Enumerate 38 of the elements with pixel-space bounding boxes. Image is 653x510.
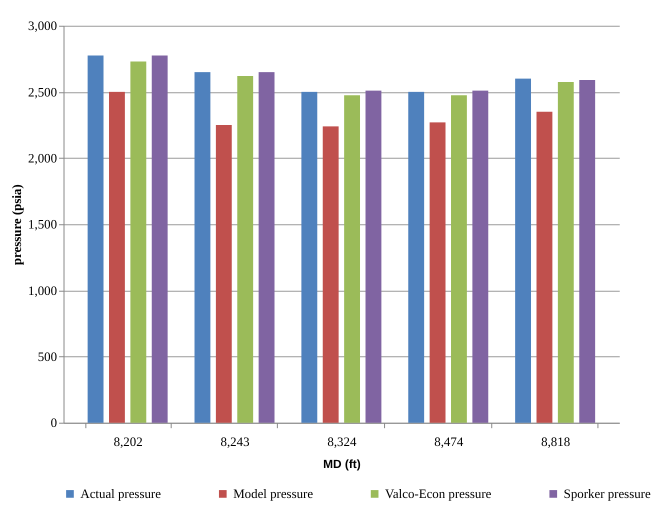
legend-label: Valco-Econ pressure bbox=[385, 486, 492, 501]
bar bbox=[88, 56, 104, 423]
x-tick-label: 8,818 bbox=[541, 435, 570, 450]
bar bbox=[344, 95, 360, 423]
x-tick-label: 8,243 bbox=[220, 435, 250, 450]
bar bbox=[152, 56, 168, 423]
bar bbox=[130, 61, 146, 423]
bar bbox=[216, 125, 232, 423]
x-axis-title: MD (ft) bbox=[323, 456, 361, 471]
y-tick-label: 500 bbox=[38, 350, 58, 364]
bar bbox=[109, 92, 125, 423]
bar bbox=[451, 95, 467, 423]
y-tick-label: 2,000 bbox=[28, 152, 58, 166]
bar bbox=[237, 76, 254, 423]
bar bbox=[536, 112, 552, 423]
bar bbox=[579, 80, 596, 423]
y-tick-label: 1,000 bbox=[28, 284, 58, 298]
y-tick-label: 1,500 bbox=[28, 218, 58, 232]
x-tick-label: 8,202 bbox=[114, 435, 143, 450]
bar bbox=[194, 72, 210, 423]
legend-label: Actual pressure bbox=[80, 486, 162, 501]
x-tick-label: 8,474 bbox=[434, 435, 464, 450]
bar bbox=[558, 82, 574, 423]
y-tick-label: 3,000 bbox=[28, 19, 58, 34]
legend-label: Model pressure bbox=[233, 486, 314, 501]
bar bbox=[258, 72, 275, 423]
bar bbox=[408, 92, 424, 423]
legend-label: Sporker pressure bbox=[564, 486, 651, 501]
bar bbox=[515, 78, 532, 423]
x-tick-label: 8,324 bbox=[327, 435, 357, 450]
y-axis-title: pressure (psia) bbox=[10, 184, 24, 266]
y-tick-label: 2,500 bbox=[28, 85, 58, 100]
bar bbox=[322, 126, 339, 423]
y-tick-label: 0 bbox=[50, 416, 58, 430]
bar bbox=[430, 122, 446, 423]
bar bbox=[366, 90, 382, 423]
bar bbox=[301, 92, 318, 423]
bar bbox=[472, 90, 488, 423]
